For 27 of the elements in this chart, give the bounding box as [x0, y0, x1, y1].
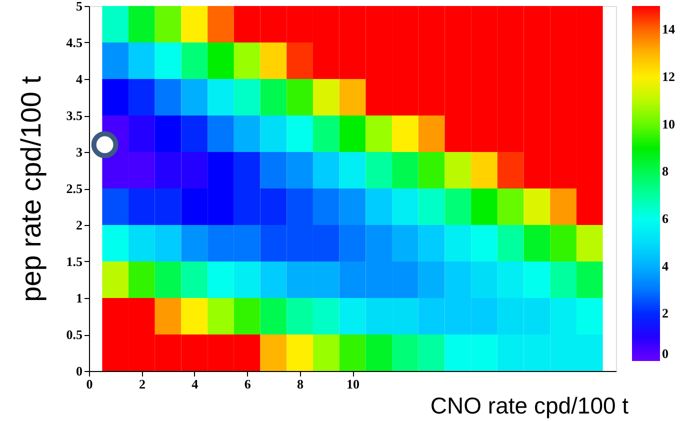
- color-bar-label: 6: [662, 211, 669, 226]
- color-bar-label: 4: [662, 258, 669, 274]
- color-bar-label: 8: [662, 164, 669, 179]
- x-tick-label: 10: [346, 376, 360, 392]
- y-tick-label: 2: [76, 218, 82, 232]
- y-axis-title: pep rate cpd/100 t: [15, 76, 46, 302]
- y-tick-label: 3.5: [66, 108, 83, 123]
- y-tick-label: 0.5: [66, 327, 83, 342]
- color-bar-label: 10: [662, 116, 675, 132]
- x-axis-title: CNO rate cpd/100 t: [430, 392, 630, 418]
- y-tick-label: 1.5: [66, 254, 83, 269]
- color-bar-label: 12: [662, 69, 675, 84]
- color-bar-label: 0: [662, 346, 668, 361]
- x-tick-label: 2: [138, 376, 146, 392]
- color-bar-label: 2: [662, 306, 668, 321]
- y-tick-label: 5: [76, 0, 83, 14]
- y-tick-label: 1: [76, 290, 82, 306]
- color-bar-label: 14: [662, 22, 676, 37]
- x-tick-label: 8: [297, 376, 304, 392]
- y-tick-label: 4: [76, 72, 83, 86]
- x-tick-label: 6: [244, 376, 252, 392]
- y-tick-label: 4.5: [66, 35, 83, 50]
- x-tick-label: 0: [86, 376, 93, 392]
- y-tick-label: 3: [76, 144, 83, 160]
- y-tick-label: 2.5: [66, 181, 83, 196]
- x-tick-label: 4: [192, 376, 199, 392]
- y-tick-label: 0: [76, 364, 82, 378]
